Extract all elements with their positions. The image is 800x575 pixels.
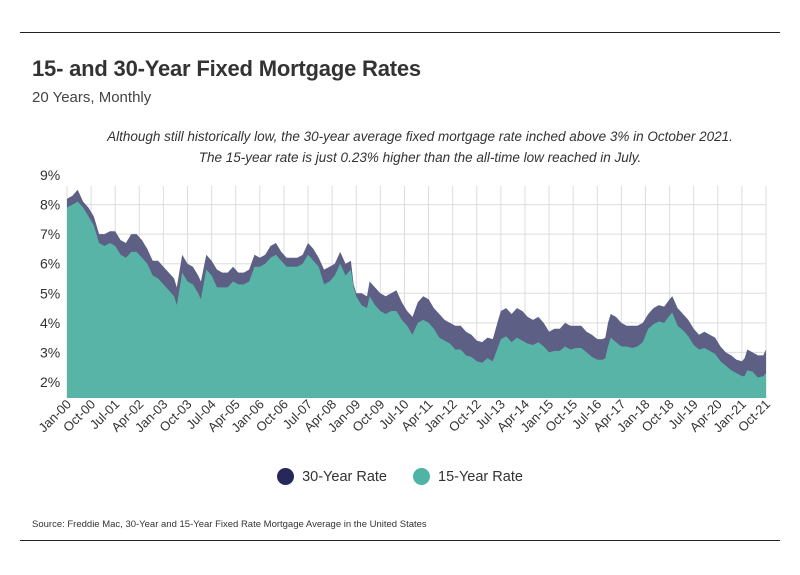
- y-tick-label: 3%: [40, 344, 60, 360]
- y-tick-label: 6%: [40, 256, 60, 272]
- chart-title: 15- and 30-Year Fixed Mortgage Rates: [32, 56, 421, 81]
- chart-annotation: Although still historically low, the 30-…: [107, 129, 733, 165]
- legend-label-30-year: 30-Year Rate: [302, 468, 387, 485]
- y-tick-label: 7%: [40, 226, 60, 242]
- source-note: Source: Freddie Mac, 30-Year and 15-Year…: [32, 519, 427, 530]
- legend-swatch-30-year: [277, 468, 295, 485]
- legend-swatch-15-year: [413, 468, 430, 485]
- chart-subtitle: 20 Years, Monthly: [32, 89, 152, 106]
- y-tick-label: 4%: [40, 315, 60, 331]
- y-tick-label: 8%: [40, 197, 60, 213]
- legend-item-15-year: 15-Year Rate: [413, 468, 523, 485]
- top-rule: [20, 32, 780, 33]
- series-area-15-year: [67, 201, 766, 398]
- legend-label-15-year: 15-Year Rate: [438, 468, 523, 485]
- y-tick-label: 5%: [40, 285, 60, 301]
- mortgage-rates-chart: 2%3%4%5%6%7%8%9%Jan-00Oct-00Jul-01Apr-02…: [35, 167, 773, 435]
- y-tick-label: 2%: [40, 374, 60, 390]
- chart-legend: 30-Year Rate 15-Year Rate: [0, 468, 800, 485]
- y-tick-label: 9%: [40, 167, 60, 183]
- bottom-rule: [20, 540, 780, 541]
- legend-item-30-year: 30-Year Rate: [277, 468, 387, 485]
